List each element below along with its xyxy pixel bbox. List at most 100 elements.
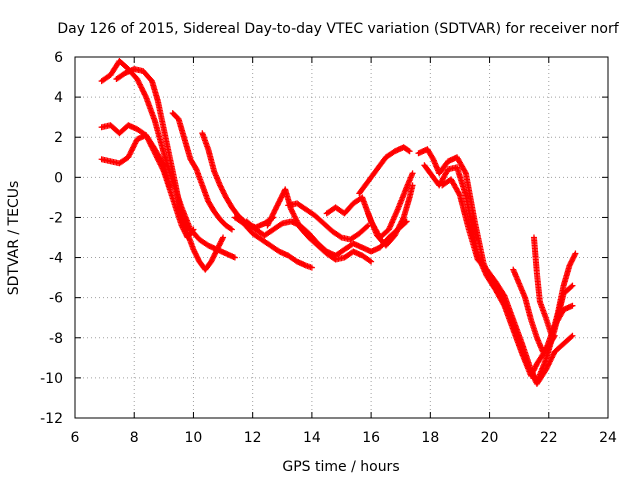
y-tick-label: 0	[54, 170, 63, 186]
y-tick-label: 4	[54, 90, 63, 106]
y-tick-label: -2	[49, 210, 63, 226]
data-point	[221, 191, 228, 198]
data-point	[219, 186, 226, 193]
y-tick-label: 2	[54, 130, 63, 146]
data-point	[214, 246, 221, 253]
data-point	[180, 226, 187, 233]
data-point	[275, 201, 282, 208]
data-point	[220, 234, 227, 241]
y-tick-label: -4	[49, 251, 63, 267]
data-point	[210, 254, 217, 261]
x-tick-label: 10	[185, 430, 203, 446]
data-point	[566, 262, 573, 269]
data-point	[567, 259, 574, 266]
data-point	[190, 226, 197, 233]
data-point	[214, 245, 221, 252]
data-point	[216, 241, 223, 248]
data-point	[308, 264, 315, 271]
data-point	[278, 194, 285, 201]
data-point	[212, 249, 219, 256]
data-point	[274, 202, 281, 209]
data-point	[569, 282, 576, 289]
data-point	[569, 302, 576, 309]
y-tick-label: -8	[49, 331, 63, 347]
series-track-j	[285, 200, 372, 243]
data-point	[179, 225, 186, 232]
x-axis-title: GPS time / hours	[282, 459, 399, 475]
data-point	[568, 258, 575, 265]
x-tick-label: 24	[599, 430, 617, 446]
data-point	[278, 193, 285, 200]
series-track-f	[199, 130, 277, 231]
data-point	[178, 222, 185, 229]
data-point	[405, 147, 412, 154]
data-point	[220, 189, 227, 196]
data-point	[221, 190, 228, 197]
data-point	[569, 332, 576, 339]
data-point	[277, 195, 284, 202]
data-point	[208, 257, 215, 264]
data-point	[194, 254, 201, 261]
data-point	[219, 235, 226, 242]
data-point	[217, 239, 224, 246]
data-point	[531, 373, 538, 380]
data-point	[269, 213, 276, 220]
data-point	[528, 366, 535, 373]
data-point	[160, 160, 167, 167]
data-point	[213, 247, 220, 254]
data-point	[529, 370, 536, 377]
data-point	[267, 217, 274, 224]
data-point	[265, 219, 272, 226]
data-point	[265, 221, 272, 228]
x-tick-label: 18	[421, 430, 439, 446]
data-point	[210, 253, 217, 260]
data-point	[266, 218, 273, 225]
data-point	[209, 255, 216, 262]
plot-frame	[74, 56, 609, 419]
data-point	[181, 229, 188, 236]
data-point	[429, 155, 436, 162]
data-point	[216, 242, 223, 249]
data-point	[273, 203, 280, 210]
data-point	[500, 291, 507, 298]
data-point	[218, 237, 225, 244]
data-point	[570, 254, 577, 261]
data-point	[569, 257, 576, 264]
data-point	[532, 363, 539, 370]
x-tick-label: 14	[303, 430, 321, 446]
data-point	[192, 165, 199, 172]
data-point	[276, 197, 283, 204]
data-point	[268, 214, 275, 221]
data-point	[403, 218, 410, 225]
data-point	[219, 187, 226, 194]
data-point	[208, 258, 215, 265]
series-track-d	[98, 132, 173, 191]
data-point	[192, 250, 199, 257]
data-point	[409, 182, 416, 189]
data-point	[529, 369, 536, 376]
data-point	[406, 148, 413, 155]
data-point	[568, 283, 575, 290]
data-point	[366, 257, 373, 264]
data-point	[231, 254, 238, 261]
y-tick-label: -12	[40, 411, 63, 427]
data-point	[276, 198, 283, 205]
data-point	[212, 250, 219, 257]
series-track-r	[510, 266, 558, 355]
data-point	[551, 332, 558, 339]
data-point	[269, 211, 276, 218]
data-point	[193, 251, 200, 258]
data-point	[273, 205, 280, 212]
data-point	[368, 258, 375, 265]
data-point	[217, 182, 224, 189]
data-point	[179, 223, 186, 230]
data-point	[278, 221, 285, 228]
data-point	[195, 255, 202, 262]
data-point	[569, 255, 576, 262]
x-tick-label: 12	[244, 430, 262, 446]
data-point	[215, 243, 222, 250]
data-points	[98, 58, 579, 387]
data-point	[191, 247, 198, 254]
